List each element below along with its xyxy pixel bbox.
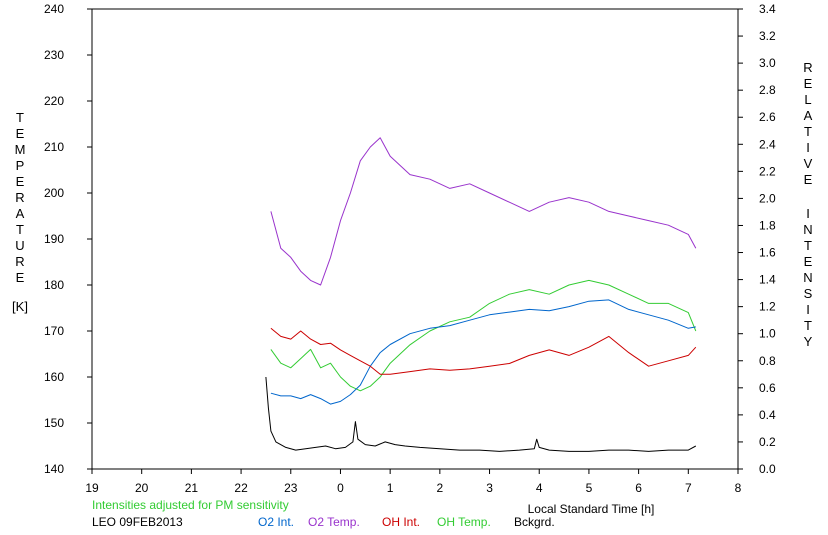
left-y-tick-label: 210 [44,140,64,154]
left-y-tick-label: 220 [44,94,64,108]
legend-o2-int: O2 Int. [258,515,294,529]
sensitivity-note: Intensities adjusted for PM sensitivity [92,498,289,512]
legend-bckgrd: Bckgrd. [514,515,555,529]
left-y-tick-label: 150 [44,416,64,430]
left-y-tick-label: 170 [44,324,64,338]
axis-title-letter: T [16,222,24,237]
right-y-tick-label: 0.6 [759,381,776,395]
plot-frame [91,8,739,470]
x-tick-label: 5 [586,481,593,495]
axis-title-letter: P [16,158,25,173]
axis-title-letter: A [804,108,813,123]
right-y-tick-label: 0.8 [759,354,776,368]
chart-axes: 19 20 21 22 23 0 1 2 3 4 5 6 7 8140150160170180190200… [44,2,776,495]
axis-title-letter: E [16,174,25,189]
axis-title-letter: T [16,110,24,125]
right-y-tick-label: 1.6 [759,246,776,260]
axis-title-letter: R [15,254,24,269]
axis-title-letter: E [16,270,25,285]
series-line-oh-int [270,327,697,375]
x-tick-label: 22 [234,481,248,495]
right-y-tick-label: 1.8 [759,218,776,232]
left-y-tick-label: 190 [44,232,64,246]
chart-series-group [265,137,697,452]
site-date-label: LEO 09FEB2013 [92,515,183,529]
x-tick-label: 23 [284,481,298,495]
axis-title-letter: R [803,60,812,75]
axis-title-letter: U [15,238,24,253]
right-y-tick-label: 1.0 [759,327,776,341]
left-y-tick-label: 230 [44,48,64,62]
legend: O2 Int. O2 Temp. OH Int. OH Temp. Bckgrd… [258,515,555,529]
x-tick-label: 21 [185,481,199,495]
x-axis-title: Local Standard Time [h] [528,502,655,516]
right-y-tick-label: 2.8 [759,83,776,97]
axis-title-letter: T [804,124,812,139]
x-tick-label: 3 [486,481,493,495]
axis-title-letter: N [803,270,812,285]
axis-title-letter: T [804,238,812,253]
x-tick-label: 2 [437,481,444,495]
left-y-tick-label: 160 [44,370,64,384]
axis-title-letter: E [16,126,25,141]
left-y-tick-label: 240 [44,2,64,16]
right-y-tick-label: 0.0 [759,462,776,476]
x-tick-label: 20 [135,481,149,495]
right-y-tick-label: 2.2 [759,164,776,178]
series-line-oh-temp [270,279,697,392]
axis-title-letter: V [804,156,813,171]
axis-title-letter: S [804,286,813,301]
left-y-tick-label: 140 [44,462,64,476]
axis-title-letter: T [804,318,812,333]
axis-title-letter: I [806,206,810,221]
right-y-tick-label: 0.2 [759,435,776,449]
x-tick-label: 4 [536,481,543,495]
right-y-tick-label: 0.4 [759,408,776,422]
x-tick-label: 8 [735,481,742,495]
x-tick-label: 0 [337,481,344,495]
legend-oh-temp: OH Temp. [437,515,491,529]
right-y-tick-label: 2.6 [759,110,776,124]
x-tick-label: 1 [387,481,394,495]
axis-title-letter: E [804,172,813,187]
left-y-tick-label: 180 [44,278,64,292]
right-y-tick-label: 3.2 [759,29,776,43]
axis-title-letter: L [804,92,811,107]
right-y-tick-label: 2.4 [759,137,776,151]
right-y-tick-label: 3.0 [759,56,776,70]
axis-title-letter: I [806,302,810,317]
axis-title-letter: E [804,254,813,269]
axis-title-letter: A [16,206,25,221]
x-tick-label: 19 [85,481,99,495]
axis-title-letter: M [15,142,26,157]
right-y-tick-label: 3.4 [759,2,776,16]
legend-oh-int: OH Int. [382,515,420,529]
right-y-tick-label: 1.2 [759,300,776,314]
axis-title-letter: Y [804,334,813,349]
left-axis-unit: [K] [12,299,28,314]
axis-title-letter: R [15,190,24,205]
axis-title-letter: E [804,76,813,91]
x-tick-label: 7 [685,481,692,495]
series-line-o2-int [270,299,696,405]
series-line-bckgrd [265,376,697,452]
right-y-tick-label: 2.0 [759,191,776,205]
left-y-tick-label: 200 [44,186,64,200]
series-line-o2-temp [270,137,697,286]
axis-title-letter: N [803,222,812,237]
x-tick-label: 6 [635,481,642,495]
right-y-tick-label: 1.4 [759,273,776,287]
legend-o2-temp: O2 Temp. [308,515,360,529]
axis-title-letter: I [806,140,810,155]
